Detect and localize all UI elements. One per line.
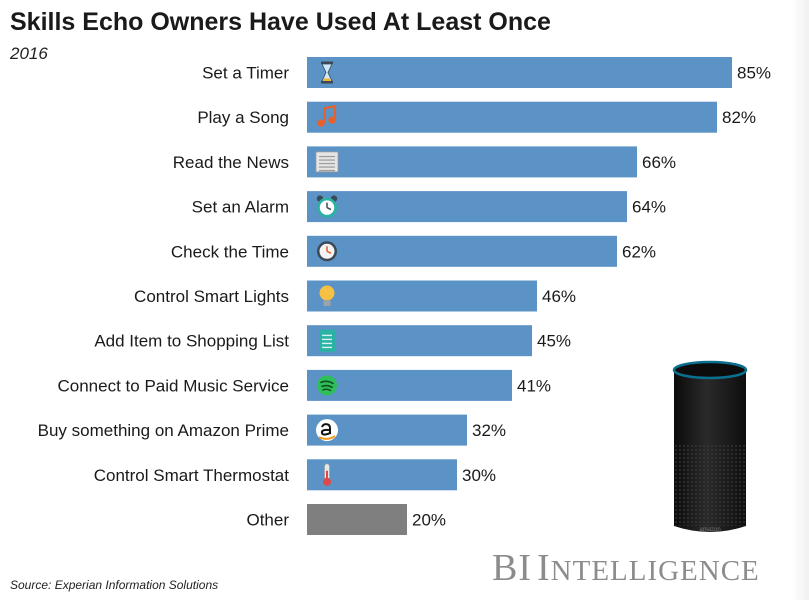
bar-row: Connect to Paid Music Service 41%: [58, 369, 551, 401]
bar-row: Control Smart Lights 46%: [134, 280, 576, 312]
notepad-icon: [319, 329, 335, 352]
bar-row: Other 20%: [246, 504, 446, 535]
bar-row: Add Item to Shopping List 45%: [94, 325, 571, 357]
bar-row: Buy something on Amazon Prime 32%: [38, 414, 506, 446]
bar-row: Control Smart Thermostat 30%: [94, 459, 496, 491]
chart-subtitle: 2016: [10, 44, 48, 63]
bar-row: Play a Song 82%: [197, 101, 756, 133]
bar-chart: Set a Timer 85% Play a Song 82% Read the New…: [38, 57, 771, 535]
bar: [307, 235, 617, 267]
brand-rest: NTELLIGENCE: [550, 555, 760, 587]
thermometer-icon: [323, 463, 331, 486]
value-label: 45%: [537, 332, 571, 351]
bar: [307, 191, 627, 223]
spotify-icon: [317, 375, 337, 396]
bar: [307, 101, 717, 133]
light-bulb-icon: [319, 285, 335, 306]
bar: [307, 325, 532, 357]
category-label: Add Item to Shopping List: [94, 332, 289, 351]
category-label: Control Smart Thermostat: [94, 466, 290, 485]
value-label: 46%: [542, 287, 576, 306]
chart-title: Skills Echo Owners Have Used At Least On…: [10, 8, 551, 36]
music-note-icon: [317, 104, 337, 127]
brand-initial: I: [537, 547, 551, 589]
value-label: 82%: [722, 108, 756, 127]
value-label: 64%: [632, 198, 666, 217]
value-label: 20%: [412, 511, 446, 530]
bar: [307, 369, 512, 401]
category-label: Read the News: [173, 153, 289, 172]
value-label: 41%: [517, 376, 551, 395]
category-label: Connect to Paid Music Service: [58, 376, 290, 395]
value-label: 30%: [462, 466, 496, 485]
amazon-icon: [316, 419, 338, 442]
value-label: 62%: [622, 242, 656, 261]
brand-bi: BI: [492, 547, 532, 589]
category-label: Play a Song: [197, 108, 289, 127]
newspaper-icon: [315, 151, 339, 173]
bar: [307, 146, 637, 178]
category-label: Other: [246, 511, 289, 530]
bi-intelligence-logo: BI INTELLIGENCE: [492, 546, 760, 590]
category-label: Set an Alarm: [192, 198, 289, 217]
bar: [307, 459, 457, 491]
bar-row: Read the News 66%: [173, 146, 676, 178]
bar-row: Set an Alarm 64%: [192, 191, 666, 223]
value-label: 32%: [472, 421, 506, 440]
category-label: Control Smart Lights: [134, 287, 289, 306]
bar: [307, 57, 732, 88]
alarm-clock-icon: [316, 195, 338, 218]
bar: [307, 504, 407, 535]
category-label: Buy something on Amazon Prime: [38, 421, 289, 440]
value-label: 66%: [642, 153, 676, 172]
hourglass-icon: [321, 61, 333, 84]
category-label: Set a Timer: [202, 64, 289, 83]
bar: [307, 280, 537, 312]
echo-speaker-image: amazon: [672, 360, 748, 533]
bar-row: Set a Timer 85%: [202, 57, 771, 88]
page-edge-shadow: [791, 0, 809, 600]
value-label: 85%: [737, 64, 771, 83]
clock-icon: [317, 241, 337, 262]
bar-row: Check the Time 62%: [171, 235, 656, 267]
category-label: Check the Time: [171, 242, 289, 261]
source-note: Source: Experian Information Solutions: [10, 578, 219, 592]
svg-text:amazon: amazon: [699, 527, 720, 533]
